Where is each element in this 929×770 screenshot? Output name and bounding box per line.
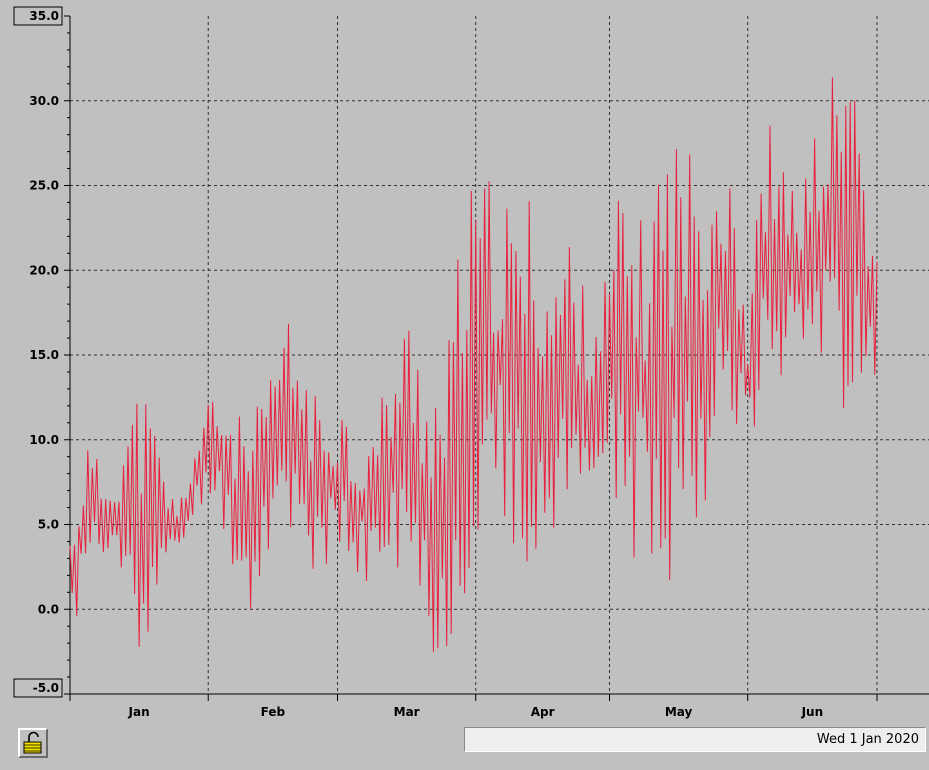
x-tick-label: Jan	[128, 705, 150, 719]
y-tick-label: 25.0	[29, 179, 59, 193]
status-date-field: Wed 1 Jan 2020	[464, 727, 926, 752]
x-tick-label: Mar	[394, 705, 420, 719]
padlock-open-icon	[23, 731, 42, 754]
y-tick-label: 15.0	[29, 348, 59, 362]
y-tick-label: 20.0	[29, 263, 59, 277]
y-tick-label: 5.0	[38, 518, 59, 532]
x-tick-label: May	[665, 705, 693, 719]
x-tick-label: Jun	[801, 705, 824, 719]
y-tick-label: 0.0	[38, 602, 59, 616]
lock-button[interactable]	[18, 728, 48, 758]
status-date-text: Wed 1 Jan 2020	[816, 732, 919, 747]
y-tick-box	[13, 6, 63, 26]
temperature-chart: -5.0 0.0 5.0 10.0 15.0 20.0 25.0 30.0 35.0 Jan Feb…	[13, 6, 929, 719]
x-tick-label: Feb	[261, 705, 286, 719]
y-tick-box	[13, 678, 63, 698]
y-tick-label: 10.0	[29, 433, 59, 447]
y-tick-label: 30.0	[29, 94, 59, 108]
y-tick-label: 35.0	[29, 9, 59, 23]
y-tick-label: -5.0	[33, 681, 59, 695]
series-line	[69, 77, 878, 652]
x-tick-label: Apr	[531, 705, 555, 719]
